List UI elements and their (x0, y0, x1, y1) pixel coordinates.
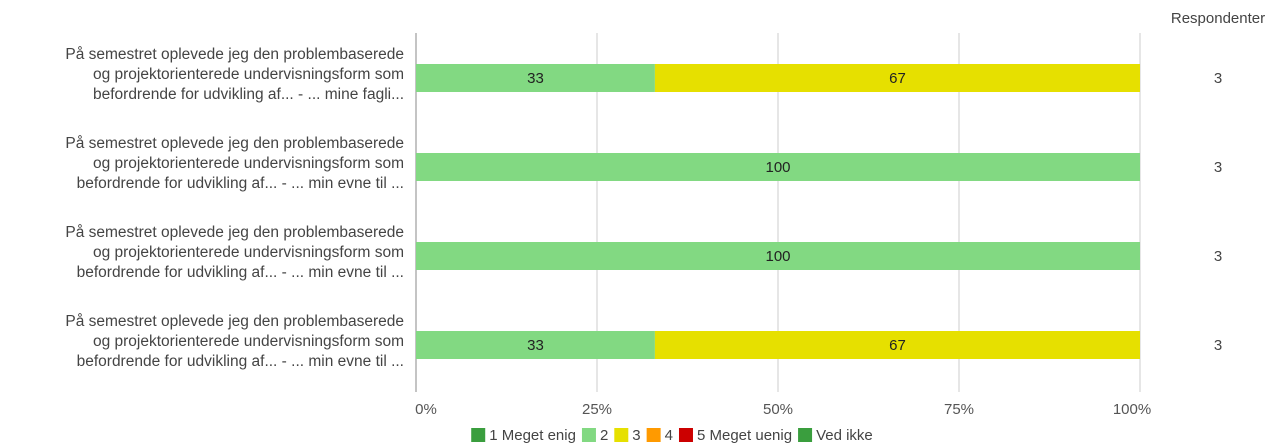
x-tick-label: 75% (944, 401, 974, 418)
category-label-line: og projektorienterede undervisningsform … (93, 66, 404, 83)
category-label: På semestret oplevede jeg den problembas… (65, 135, 404, 192)
category-label-line: På semestret oplevede jeg den problembas… (65, 46, 404, 63)
category-label-line: befordrende for udvikling af... - ... mi… (77, 175, 404, 192)
category-label: På semestret oplevede jeg den problembas… (65, 46, 404, 103)
legend-label: 4 (665, 427, 673, 444)
legend-label: 2 (600, 427, 608, 444)
respondents-value: 3 (1214, 70, 1222, 87)
respondents-value: 3 (1214, 248, 1222, 265)
segment-label: 67 (889, 70, 906, 87)
segment-label: 33 (527, 70, 544, 87)
segment-label: 100 (765, 159, 790, 176)
bar-segment (416, 242, 1140, 270)
bar-segment (416, 331, 655, 359)
x-tick-label: 50% (763, 401, 793, 418)
bar-segment (416, 153, 1140, 181)
legend-label: 3 (632, 427, 640, 444)
category-label-line: og projektorienterede undervisningsform … (93, 244, 404, 261)
x-axis-ticks: 0% 25% 50% 75% 100% (415, 401, 1151, 418)
category-label-line: På semestret oplevede jeg den problembas… (65, 313, 404, 330)
legend-label: 1 Meget enig (489, 427, 576, 444)
category-label-line: befordrende for udvikling af... - ... mi… (77, 353, 404, 370)
bar-segment (416, 64, 655, 92)
category-label-line: befordrende for udvikling af... - ... mi… (93, 86, 404, 103)
segment-label: 33 (527, 337, 544, 354)
category-label: På semestret oplevede jeg den problembas… (65, 313, 404, 370)
respondents-value: 3 (1214, 159, 1222, 176)
category-labels: På semestret oplevede jeg den problembas… (65, 46, 404, 370)
legend-swatch (798, 428, 813, 442)
x-tick-label: 25% (582, 401, 612, 418)
x-tick-label: 0% (415, 401, 437, 418)
respondents-value: 3 (1214, 337, 1222, 354)
respondents-header: Respondenter (1171, 10, 1265, 27)
category-label: På semestret oplevede jeg den problembas… (65, 224, 404, 281)
legend-label: 5 Meget uenig (697, 427, 792, 444)
legend-label: Ved ikke (816, 427, 873, 444)
segment-label: 67 (889, 337, 906, 354)
category-label-line: og projektorienterede undervisningsform … (93, 155, 404, 172)
legend: 1 Meget enig 2 3 4 5 Meget uenig Ved ikke (471, 427, 873, 444)
legend-swatch (471, 428, 486, 442)
category-label-line: På semestret oplevede jeg den problembas… (65, 135, 404, 152)
category-label-line: befordrende for udvikling af... - ... mi… (77, 264, 404, 281)
legend-swatch (581, 428, 596, 442)
legend-swatch (678, 428, 693, 442)
bar-segment (654, 64, 1140, 92)
respondents-column: 3 3 3 3 (1214, 70, 1222, 354)
category-label-line: På semestret oplevede jeg den problembas… (65, 224, 404, 241)
segment-label: 100 (765, 248, 790, 265)
legend-swatch (614, 428, 629, 442)
bars (416, 64, 1140, 359)
segment-labels: 33 67 100 100 33 67 (527, 70, 906, 354)
legend-swatch (646, 428, 661, 442)
category-label-line: og projektorienterede undervisningsform … (93, 333, 404, 350)
bar-segment (654, 331, 1140, 359)
x-tick-label: 100% (1113, 401, 1151, 418)
